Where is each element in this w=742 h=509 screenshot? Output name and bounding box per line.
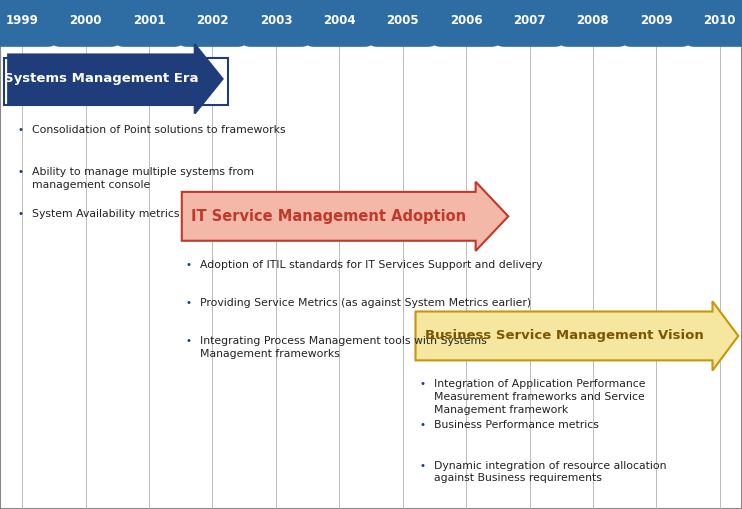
- Text: 2007: 2007: [513, 14, 546, 27]
- Text: •: •: [419, 420, 425, 430]
- Text: •: •: [186, 336, 191, 346]
- Text: Providing Service Metrics (as against System Metrics earlier): Providing Service Metrics (as against Sy…: [200, 298, 531, 308]
- Text: System Availability metrics: System Availability metrics: [32, 209, 180, 219]
- Text: •: •: [186, 260, 191, 270]
- Text: •: •: [419, 461, 425, 471]
- FancyBboxPatch shape: [4, 58, 228, 105]
- Polygon shape: [416, 301, 738, 371]
- Text: •: •: [17, 167, 23, 177]
- Text: IT Service Management Adoption: IT Service Management Adoption: [191, 209, 466, 224]
- Text: 2002: 2002: [196, 14, 229, 27]
- Text: Consolidation of Point solutions to frameworks: Consolidation of Point solutions to fram…: [32, 125, 286, 135]
- Text: 2006: 2006: [450, 14, 482, 27]
- Text: •: •: [186, 298, 191, 308]
- FancyBboxPatch shape: [369, 0, 437, 47]
- Text: •: •: [17, 125, 23, 135]
- Text: Integration of Application Performance
Measurement frameworks and Service
Manage: Integration of Application Performance M…: [434, 379, 646, 415]
- Polygon shape: [182, 182, 508, 251]
- Text: Business Service Management Vision: Business Service Management Vision: [424, 329, 703, 343]
- Text: 2010: 2010: [703, 14, 736, 27]
- FancyBboxPatch shape: [305, 0, 373, 47]
- Text: Ability to manage multiple systems from
management console: Ability to manage multiple systems from …: [32, 167, 254, 190]
- Text: Adoption of ITIL standards for IT Services Support and delivery: Adoption of ITIL standards for IT Servic…: [200, 260, 543, 270]
- Text: 2004: 2004: [323, 14, 355, 27]
- Text: Business Performance metrics: Business Performance metrics: [434, 420, 599, 430]
- Text: •: •: [419, 379, 425, 389]
- Text: 2001: 2001: [133, 14, 165, 27]
- Text: 2003: 2003: [260, 14, 292, 27]
- FancyBboxPatch shape: [178, 0, 246, 47]
- Polygon shape: [8, 44, 223, 114]
- Text: 2000: 2000: [70, 14, 102, 27]
- FancyBboxPatch shape: [686, 0, 742, 47]
- Text: 2005: 2005: [387, 14, 419, 27]
- FancyBboxPatch shape: [0, 0, 56, 47]
- FancyBboxPatch shape: [432, 0, 500, 47]
- FancyBboxPatch shape: [115, 0, 183, 47]
- Text: 2008: 2008: [577, 14, 609, 27]
- Text: Systems Management Era: Systems Management Era: [4, 72, 199, 86]
- Text: Dynamic integration of resource allocation
against Business requirements: Dynamic integration of resource allocati…: [434, 461, 666, 484]
- Text: 2009: 2009: [640, 14, 673, 27]
- FancyBboxPatch shape: [623, 0, 691, 47]
- Text: Integrating Process Management tools with Systems
Management frameworks: Integrating Process Management tools wit…: [200, 336, 487, 359]
- FancyBboxPatch shape: [242, 0, 310, 47]
- FancyBboxPatch shape: [496, 0, 564, 47]
- FancyBboxPatch shape: [559, 0, 627, 47]
- FancyBboxPatch shape: [51, 0, 119, 47]
- Text: 1999: 1999: [6, 14, 39, 27]
- Text: •: •: [17, 209, 23, 219]
